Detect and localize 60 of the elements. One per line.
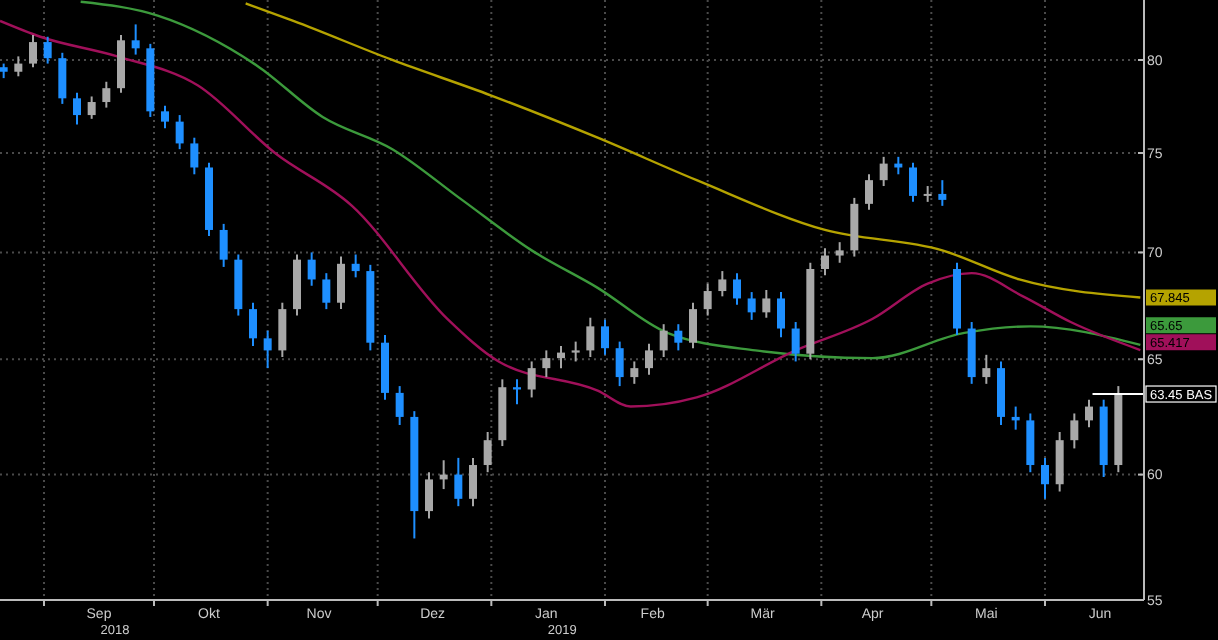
candlestick	[263, 329, 272, 370]
candlestick	[718, 270, 727, 298]
line-series	[79, 0, 1142, 360]
candlestick	[791, 321, 800, 363]
candlestick	[278, 301, 287, 359]
candlestick	[571, 340, 580, 363]
candlestick	[1026, 412, 1035, 474]
candlestick	[1085, 398, 1093, 429]
candlestick	[131, 23, 140, 56]
candlestick	[747, 291, 756, 321]
candlestick	[102, 80, 111, 109]
candlestick	[733, 272, 741, 306]
candlestick	[29, 33, 37, 69]
line-series	[0, 19, 1142, 408]
candlestick	[630, 360, 639, 385]
candlestick	[249, 301, 257, 347]
candlestick	[43, 35, 52, 65]
candlestick	[601, 318, 609, 356]
candlestick	[909, 161, 917, 203]
candlestick	[483, 431, 492, 474]
candlestick	[615, 340, 624, 388]
candlestick	[689, 301, 697, 350]
candlestick	[1041, 456, 1049, 500]
candlestick	[645, 342, 653, 376]
candlestick	[865, 173, 873, 211]
candlestick	[542, 349, 551, 379]
candlestick	[322, 272, 331, 311]
candlestick	[14, 55, 23, 78]
candlestick	[190, 136, 199, 176]
candlestick	[835, 241, 844, 264]
candlestick	[821, 247, 829, 277]
candlestick	[1055, 431, 1064, 493]
candlestick	[777, 291, 785, 339]
line-series	[244, 2, 1142, 299]
candlestick	[850, 196, 859, 258]
candlestick	[762, 288, 771, 319]
candlestick	[117, 33, 125, 94]
candlestick	[395, 385, 404, 427]
candlestick	[674, 323, 683, 352]
candlestick	[219, 222, 228, 268]
candlestick	[659, 323, 668, 359]
candlestick	[58, 51, 67, 105]
candlestick	[307, 251, 316, 287]
candlestick	[73, 91, 81, 126]
candlestick	[938, 179, 947, 207]
candlestick	[175, 114, 184, 151]
candlestick	[586, 316, 595, 359]
candlestick	[557, 345, 565, 370]
candlestick	[703, 282, 712, 317]
candlestick	[351, 253, 360, 279]
candlestick	[425, 471, 433, 520]
candlestick	[337, 255, 345, 311]
candlestick	[87, 95, 96, 120]
candlestick	[161, 104, 169, 130]
candlestick	[527, 360, 536, 399]
candlestick	[454, 456, 463, 508]
candlestick	[982, 353, 991, 385]
candlestick	[1070, 412, 1079, 450]
candlestick	[879, 155, 888, 188]
candlestick	[469, 456, 477, 508]
